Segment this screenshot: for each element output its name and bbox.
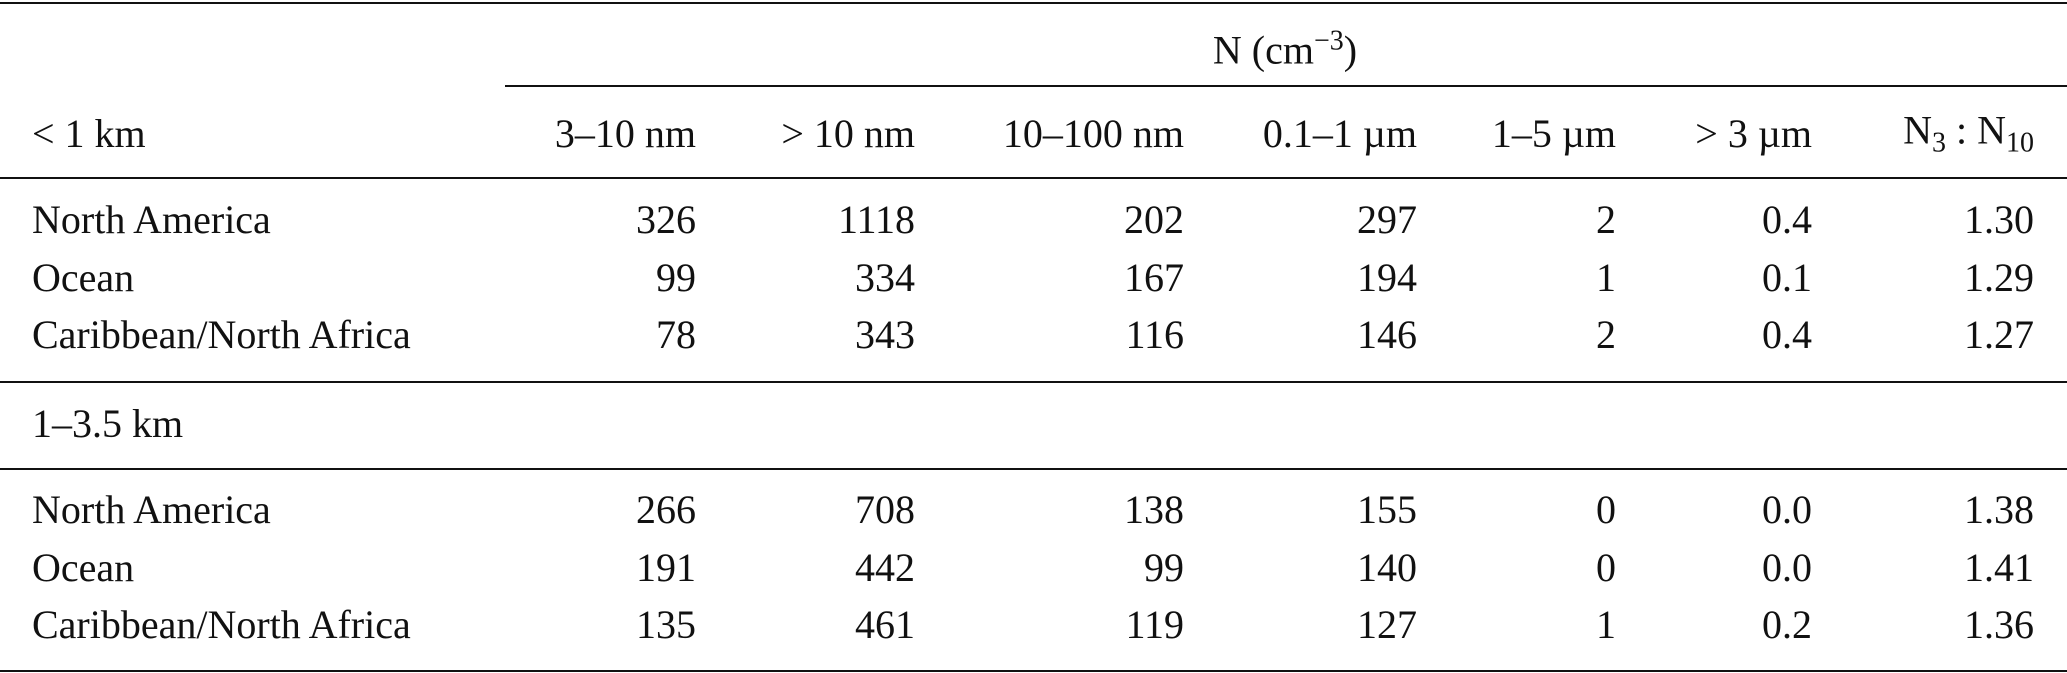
section-rule bbox=[0, 468, 2067, 470]
cell-value: 1.30 bbox=[1964, 197, 2034, 242]
cell-value: 708 bbox=[855, 487, 915, 532]
row-name: Caribbean/North Africa bbox=[32, 602, 411, 647]
cell-value: 0.1 bbox=[1762, 255, 1812, 300]
cell-value: 155 bbox=[1357, 487, 1417, 532]
cell-value: 167 bbox=[1124, 255, 1184, 300]
section-label: 1–3.5 km bbox=[32, 401, 184, 446]
bottom-rule bbox=[0, 670, 2067, 672]
ratio-header: N3 : N10 bbox=[1903, 107, 2034, 159]
cell-value: 297 bbox=[1357, 197, 1417, 242]
section-label: < 1 km bbox=[32, 111, 146, 156]
group-rule bbox=[505, 85, 2067, 87]
cell-value: 461 bbox=[855, 602, 915, 647]
cell-value: 138 bbox=[1124, 487, 1184, 532]
cell-value: 1.27 bbox=[1964, 312, 2034, 357]
column-header: 3–10 nm bbox=[554, 111, 696, 156]
cell-value: 2 bbox=[1596, 312, 1616, 357]
cell-value: 266 bbox=[636, 487, 696, 532]
ratio-b-sub: 10 bbox=[2006, 127, 2034, 159]
cell-value: 127 bbox=[1357, 602, 1417, 647]
ratio-a: N bbox=[1903, 107, 1932, 153]
column-header: > 10 nm bbox=[781, 111, 915, 156]
top-rule bbox=[0, 2, 2067, 4]
cell-value: 442 bbox=[855, 545, 915, 590]
cell-value: 0.4 bbox=[1762, 197, 1812, 242]
cell-value: 191 bbox=[636, 545, 696, 590]
cell-value: 1 bbox=[1596, 602, 1616, 647]
cell-value: 0 bbox=[1596, 487, 1616, 532]
section-rule bbox=[0, 381, 2067, 383]
cell-value: 202 bbox=[1124, 197, 1184, 242]
cell-value: 0.0 bbox=[1762, 545, 1812, 590]
cell-value: 326 bbox=[636, 197, 696, 242]
cell-value: 0.4 bbox=[1762, 312, 1812, 357]
header-rule bbox=[0, 177, 2067, 179]
cell-value: 0.0 bbox=[1762, 487, 1812, 532]
ratio-sep: : bbox=[1945, 107, 1978, 153]
cell-value: 1118 bbox=[837, 197, 915, 242]
ratio-b: N bbox=[1977, 107, 2006, 153]
cell-value: 119 bbox=[1125, 602, 1184, 647]
cell-value: 116 bbox=[1125, 312, 1184, 357]
cell-value: 146 bbox=[1357, 312, 1417, 357]
cell-value: 0 bbox=[1596, 545, 1616, 590]
cell-value: 0.2 bbox=[1762, 602, 1812, 647]
cell-value: 194 bbox=[1357, 255, 1417, 300]
row-name: Ocean bbox=[32, 545, 135, 590]
cell-value: 99 bbox=[656, 255, 696, 300]
row-name: North America bbox=[32, 487, 271, 532]
column-header: 10–100 nm bbox=[1002, 111, 1184, 156]
cell-value: 1.36 bbox=[1964, 602, 2034, 647]
group-exponent: −3 bbox=[1313, 25, 1344, 57]
cell-value: 1 bbox=[1596, 255, 1616, 300]
group-close: ) bbox=[1343, 27, 1358, 73]
cell-value: 1.29 bbox=[1964, 255, 2034, 300]
ratio-a-sub: 3 bbox=[1931, 127, 1946, 159]
group-base: N (cm bbox=[1212, 27, 1314, 73]
cell-value: 343 bbox=[855, 312, 915, 357]
cell-value: 1.38 bbox=[1964, 487, 2034, 532]
cell-value: 2 bbox=[1596, 197, 1616, 242]
cell-value: 78 bbox=[656, 312, 696, 357]
column-header: 0.1–1 µm bbox=[1262, 111, 1417, 156]
cell-value: 135 bbox=[636, 602, 696, 647]
group-header: N (cm−3) bbox=[1212, 25, 1358, 73]
cell-value: 140 bbox=[1357, 545, 1417, 590]
cell-value: 1.41 bbox=[1964, 545, 2034, 590]
cell-value: 334 bbox=[855, 255, 915, 300]
row-name: North America bbox=[32, 197, 271, 242]
row-name: Caribbean/North Africa bbox=[32, 312, 411, 357]
column-header: > 3 µm bbox=[1695, 111, 1812, 156]
column-header: 1–5 µm bbox=[1491, 111, 1616, 156]
row-name: Ocean bbox=[32, 255, 135, 300]
cell-value: 99 bbox=[1144, 545, 1184, 590]
